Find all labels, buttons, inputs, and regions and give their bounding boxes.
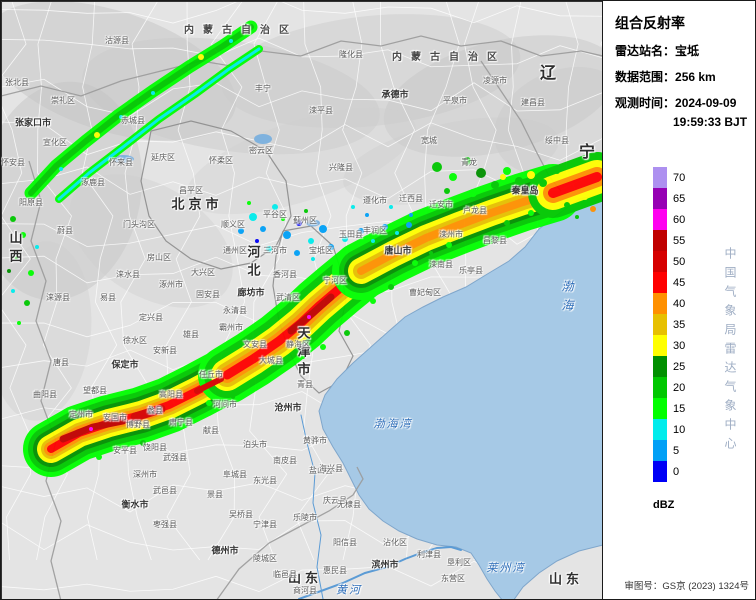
range-value: 256 km xyxy=(675,70,716,84)
legend-row: 40 xyxy=(653,293,685,314)
legend-scale: 70 65 60 55 50 45 40 35 30 25 20 15 10 5 0 xyxy=(653,167,685,482)
legend-row: 35 xyxy=(653,314,685,335)
legend-row: 10 xyxy=(653,419,685,440)
legend-swatch xyxy=(653,461,667,482)
range-row: 数据范围：256 km xyxy=(603,59,755,85)
radar-map: 内蒙古自治区 内蒙古自治区辽宁山西 北京市 河北 天津市 山东 山东 渤海湾 渤海 莱州湾 黄河 张北… xyxy=(1,1,603,599)
legend-swatch xyxy=(653,230,667,251)
station-value: 宝坻 xyxy=(675,44,700,58)
legend-value: 30 xyxy=(673,339,686,352)
agency-watermark: 中国气象局雷达气象中心 xyxy=(723,247,737,456)
legend-value: 60 xyxy=(673,213,686,226)
legend-unit: dBZ xyxy=(653,499,675,511)
legend-row: 60 xyxy=(653,209,685,230)
info-panel: 组合反射率 雷达站名：宝坻 数据范围：256 km 观测时间：2024-09-0… xyxy=(603,1,755,599)
legend-value: 55 xyxy=(673,234,686,247)
legend-row: 50 xyxy=(653,251,685,272)
legend-row: 45 xyxy=(653,272,685,293)
legend-value: 15 xyxy=(673,402,686,415)
legend-swatch xyxy=(653,167,667,188)
legend-swatch xyxy=(653,419,667,440)
legend-swatch xyxy=(653,398,667,419)
obstime-clock-row: 19:59:33 BJT xyxy=(603,111,755,129)
legend-value: 5 xyxy=(673,444,680,457)
legend-swatch xyxy=(653,188,667,209)
legend-row: 55 xyxy=(653,230,685,251)
map-license-number: 审图号：GS京 (2023) 1324号 xyxy=(624,581,749,592)
legend-swatch xyxy=(653,377,667,398)
obstime-row: 观测时间：2024-09-09 xyxy=(603,85,755,111)
legend-swatch xyxy=(653,356,667,377)
obstime-date: 2024-09-09 xyxy=(675,96,737,110)
legend-value: 35 xyxy=(673,318,686,331)
legend-value: 40 xyxy=(673,297,686,310)
legend-row: 15 xyxy=(653,398,685,419)
legend-swatch xyxy=(653,209,667,230)
station-row: 雷达站名：宝坻 xyxy=(603,33,755,59)
map-svg xyxy=(1,1,602,599)
legend-value: 50 xyxy=(673,255,686,268)
legend-value: 65 xyxy=(673,192,686,205)
legend-swatch xyxy=(653,314,667,335)
legend-row: 0 xyxy=(653,461,685,482)
legend-row: 20 xyxy=(653,377,685,398)
legend-row: 30 xyxy=(653,335,685,356)
legend-swatch xyxy=(653,440,667,461)
legend-value: 45 xyxy=(673,276,686,289)
legend-value: 0 xyxy=(673,465,680,478)
panel-title: 组合反射率 xyxy=(615,15,685,31)
legend-value: 20 xyxy=(673,381,686,394)
obstime-clock: 19:59:33 BJT xyxy=(673,115,748,129)
obstime-label: 观测时间： xyxy=(615,96,676,110)
legend-value: 70 xyxy=(673,171,686,184)
legend-swatch xyxy=(653,293,667,314)
legend-row: 65 xyxy=(653,188,685,209)
legend-row: 5 xyxy=(653,440,685,461)
legend-row: 70 xyxy=(653,167,685,188)
legend-swatch xyxy=(653,272,667,293)
legend-value: 25 xyxy=(673,360,686,373)
legend-value: 10 xyxy=(673,423,686,436)
range-label: 数据范围： xyxy=(615,70,676,84)
legend-swatch xyxy=(653,251,667,272)
legend-row: 25 xyxy=(653,356,685,377)
station-label: 雷达站名： xyxy=(615,44,676,58)
legend-swatch xyxy=(653,335,667,356)
